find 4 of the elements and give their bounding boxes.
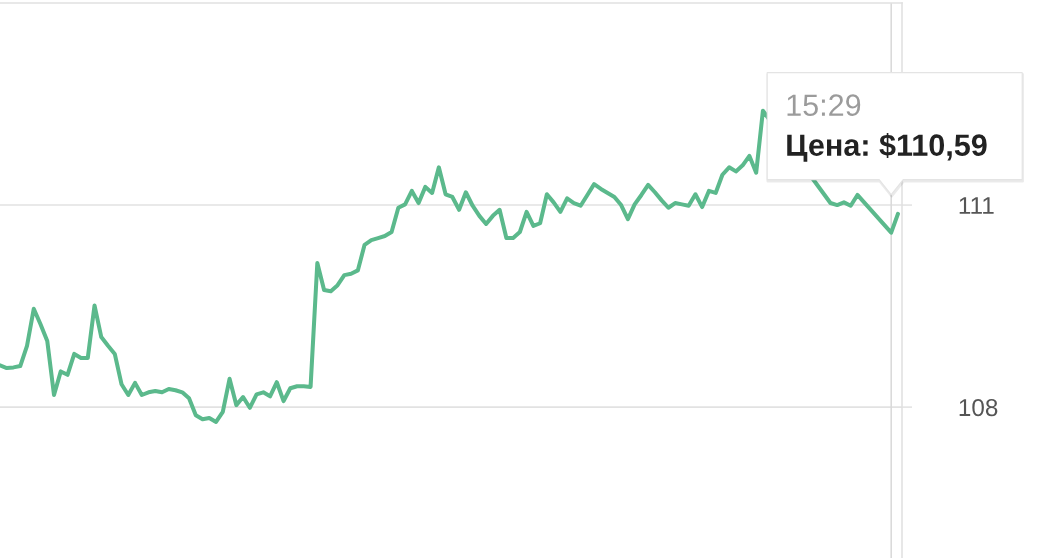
annotation: 15:29 [787, 94, 861, 116]
y-tick-label: 111 [959, 197, 994, 214]
y-tick-label: 108 [959, 398, 998, 417]
annotation: Цена: $110,59 [787, 133, 987, 162]
